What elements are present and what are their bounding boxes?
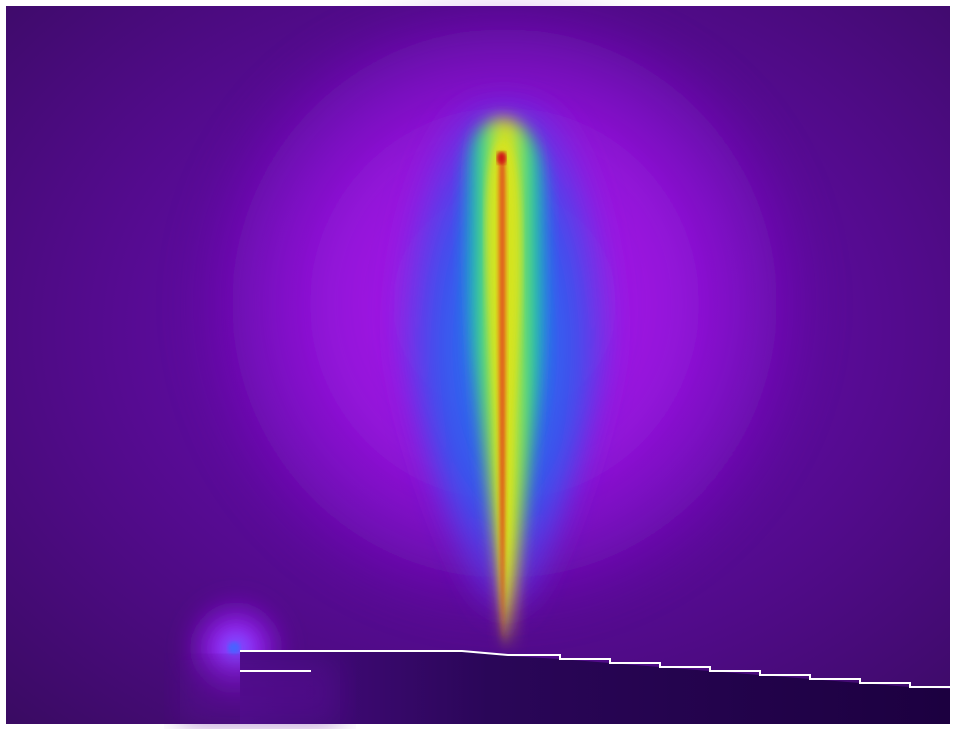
beam-tip <box>497 152 506 164</box>
spark-center <box>228 642 240 654</box>
stepped-substrate-boundary <box>240 650 950 688</box>
substrate-left-fade <box>180 660 340 724</box>
beam-red-core <box>496 152 508 640</box>
substrate-region <box>240 652 950 724</box>
